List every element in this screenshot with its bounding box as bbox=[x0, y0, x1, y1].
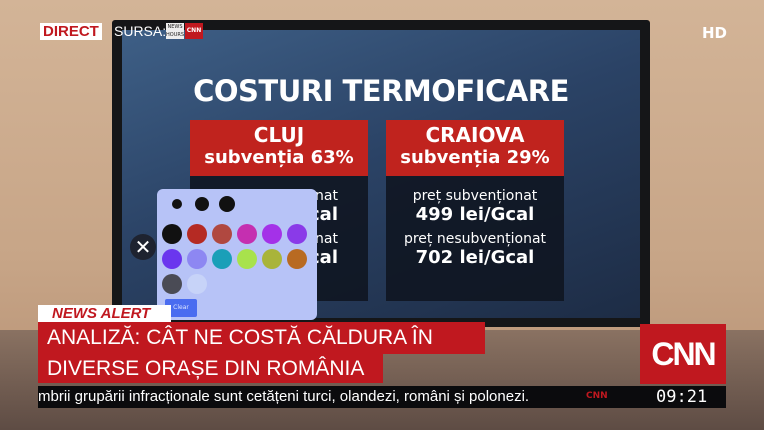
color-swatch[interactable] bbox=[237, 224, 257, 244]
ticker-text: mbrii grupării infracționale sunt cetățe… bbox=[38, 388, 530, 405]
column-craiova: CRAIOVA subvenția 29% preț subvenționat 4… bbox=[386, 120, 564, 301]
color-swatch[interactable] bbox=[162, 274, 182, 294]
live-badge: DIRECT bbox=[40, 23, 102, 40]
brush-size-option[interactable] bbox=[219, 196, 235, 212]
source-label: SURSA: bbox=[114, 23, 167, 39]
color-swatch[interactable] bbox=[162, 249, 182, 269]
headline-line-2: DIVERSE ORAȘE DIN ROMÂNIA bbox=[38, 353, 383, 383]
subsidy: subvenția 29% bbox=[400, 147, 550, 168]
source-logo-cnn: CNN bbox=[185, 23, 203, 39]
headline-line-1: ANALIZĂ: CÂT NE COSTĂ CĂLDURA ÎN bbox=[38, 322, 485, 354]
subsidized-label: preț subvenționat bbox=[412, 188, 538, 204]
unsubsidized-label: preț nesubvenționat bbox=[403, 231, 547, 247]
color-swatch[interactable] bbox=[162, 224, 182, 244]
unsubsidized-value: 702 lei/Gcal bbox=[415, 247, 535, 268]
color-picker-popup: Clear bbox=[157, 189, 317, 320]
news-ticker: mbrii grupării infracționale sunt cetățe… bbox=[38, 386, 726, 408]
subsidized-value: 499 lei/Gcal bbox=[415, 204, 535, 225]
color-swatch[interactable] bbox=[262, 224, 282, 244]
color-swatch[interactable] bbox=[237, 249, 257, 269]
clear-button[interactable]: Clear bbox=[165, 299, 197, 317]
source-logo-news-hours: NEWS HOURS bbox=[166, 23, 185, 39]
cnn-logo: CNN bbox=[640, 324, 726, 384]
color-swatch[interactable] bbox=[262, 249, 282, 269]
ticker-channel-logo: CNN bbox=[586, 391, 608, 401]
subsidy: subvenția 63% bbox=[204, 147, 354, 168]
color-swatch[interactable] bbox=[187, 249, 207, 269]
hd-badge: HD bbox=[702, 24, 728, 42]
close-icon[interactable]: ✕ bbox=[130, 234, 156, 260]
graphic-title: COSTURI TERMOFICARE bbox=[193, 74, 569, 108]
clock: 09:21 bbox=[656, 387, 708, 407]
color-swatch[interactable] bbox=[212, 224, 232, 244]
news-alert-tag: NEWS ALERT bbox=[38, 305, 171, 322]
color-swatch[interactable] bbox=[287, 249, 307, 269]
brush-size-option[interactable] bbox=[172, 199, 182, 209]
city-name: CRAIOVA bbox=[425, 123, 525, 147]
brush-size-option[interactable] bbox=[195, 197, 209, 211]
city-name: CLUJ bbox=[253, 123, 305, 147]
color-swatch[interactable] bbox=[187, 274, 207, 294]
color-swatch[interactable] bbox=[187, 224, 207, 244]
color-swatch[interactable] bbox=[287, 224, 307, 244]
color-swatch[interactable] bbox=[212, 249, 232, 269]
